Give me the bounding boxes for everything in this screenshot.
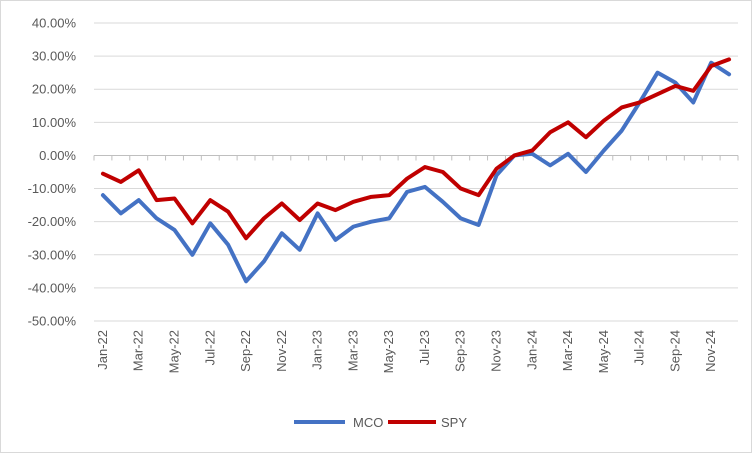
x-tick-label: Jan-22 bbox=[95, 330, 110, 370]
x-tick-label: Jan-23 bbox=[310, 330, 325, 370]
y-tick-label: 30.00% bbox=[32, 49, 77, 64]
x-axis bbox=[93, 154, 739, 161]
y-tick-label: -50.00% bbox=[28, 314, 77, 329]
x-tick-label: Nov-24 bbox=[703, 330, 718, 372]
x-axis-tick-labels: Jan-22 Mar-22 May-22 Jul-22 Sep-22 Nov-22 Jan-… bbox=[95, 330, 718, 373]
x-tick-label: Mar-23 bbox=[345, 330, 360, 371]
x-tick-label: Jul-22 bbox=[202, 330, 217, 365]
series-line-mco bbox=[100, 60, 732, 284]
series-lines bbox=[100, 57, 732, 284]
x-tick-label: May-24 bbox=[596, 330, 611, 373]
legend-label-spy: SPY bbox=[441, 415, 467, 430]
x-tick-label: May-23 bbox=[381, 330, 396, 373]
y-tick-label: 40.00% bbox=[32, 16, 77, 31]
y-tick-label: -10.00% bbox=[28, 181, 77, 196]
y-tick-label: 20.00% bbox=[32, 82, 77, 97]
series-line-spy bbox=[100, 57, 732, 241]
gridlines bbox=[94, 22, 738, 322]
x-tick-label: Nov-23 bbox=[489, 330, 504, 372]
x-tick-label: Jul-24 bbox=[632, 330, 647, 365]
legend: MCO SPY bbox=[294, 415, 467, 430]
x-tick-label: Jan-24 bbox=[524, 330, 539, 370]
x-tick-label: May-22 bbox=[167, 330, 182, 373]
y-tick-label: -40.00% bbox=[28, 280, 77, 295]
x-tick-label: Sep-24 bbox=[667, 330, 682, 372]
x-tick-label: Jul-23 bbox=[417, 330, 432, 365]
y-tick-label: 0.00% bbox=[39, 148, 76, 163]
x-tick-label: Sep-22 bbox=[238, 330, 253, 372]
x-tick-label: Mar-24 bbox=[560, 330, 575, 371]
x-tick-label: Mar-22 bbox=[131, 330, 146, 371]
x-tick-label: Sep-23 bbox=[453, 330, 468, 372]
y-axis-tick-labels: 40.00% 30.00% 20.00% 10.00% 0.00% -10.00% -20.… bbox=[28, 16, 77, 329]
y-tick-label: 10.00% bbox=[32, 115, 77, 130]
legend-label-mco: MCO bbox=[353, 415, 383, 430]
x-tick-label: Nov-22 bbox=[274, 330, 289, 372]
y-tick-label: -30.00% bbox=[28, 247, 77, 262]
y-tick-label: -20.00% bbox=[28, 214, 77, 229]
